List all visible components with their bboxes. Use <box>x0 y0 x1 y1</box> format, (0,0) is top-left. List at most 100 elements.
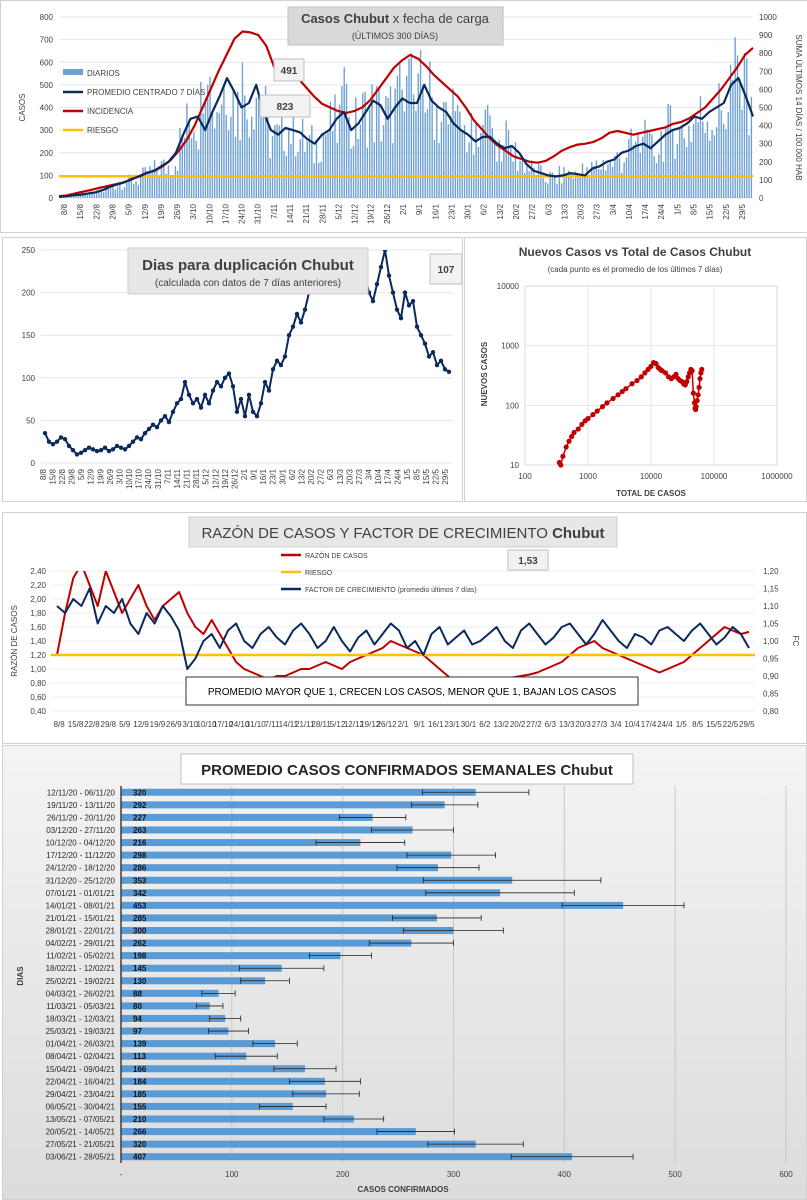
y-tick-label: 50 <box>26 416 35 425</box>
x-tick-label: 31/10 <box>154 468 163 489</box>
scatter-point <box>648 363 654 369</box>
daily-bar <box>128 174 130 198</box>
x-tick-label: 30/1 <box>464 203 473 219</box>
doubling-point <box>98 448 104 453</box>
x-tick-label: 30/1 <box>278 468 287 484</box>
x-tick-label: 22/5 <box>722 203 731 219</box>
x-tick-label: 10/10 <box>197 720 218 729</box>
x-tick-label: 26/9 <box>166 720 182 729</box>
daily-bar <box>126 182 128 198</box>
weekly-bar <box>121 813 373 821</box>
weekly-bar <box>121 1090 327 1098</box>
x-tick-label: 6/2 <box>479 720 491 729</box>
daily-bar <box>551 172 554 198</box>
daily-bar <box>706 121 709 198</box>
legend-label: INCIDENCIA <box>87 107 134 116</box>
x-tick-label: 15/8 <box>68 720 84 729</box>
x-tick-label: 17/10 <box>221 203 230 224</box>
doubling-point <box>106 448 112 454</box>
scatter-point <box>590 411 596 418</box>
doubling-point <box>386 273 392 278</box>
daily-bar <box>732 79 734 198</box>
daily-bar <box>84 192 86 198</box>
value-label: 166 <box>133 1065 147 1074</box>
doubling-point <box>226 371 232 376</box>
daily-bar <box>86 194 89 198</box>
category-label: 24/12/20 - 18/12/20 <box>46 864 116 873</box>
value-label: 320 <box>133 1140 147 1149</box>
daily-bar <box>211 113 214 198</box>
value-label: 145 <box>133 964 147 973</box>
x-tick-label: 2/1 <box>399 203 408 215</box>
doubling-point <box>254 413 260 419</box>
daily-bar <box>641 136 644 198</box>
doubling-point <box>378 264 384 270</box>
doubling-point <box>274 358 280 363</box>
doubling-point <box>418 333 424 338</box>
daily-bar <box>609 159 611 198</box>
x-tick-label: 31/10 <box>254 203 263 224</box>
daily-bar <box>528 170 530 198</box>
x-tick-label: 27/3 <box>592 720 608 729</box>
daily-bar <box>662 161 665 198</box>
value-label: 184 <box>133 1077 147 1086</box>
daily-bar <box>274 125 276 198</box>
daily-bar <box>415 110 417 198</box>
x-tick-label: 12/12 <box>211 468 220 489</box>
x-tick-label: 10/10 <box>125 468 134 489</box>
category-label: 06/05/21 - 30/04/21 <box>46 1102 116 1111</box>
doubling-point <box>178 396 184 402</box>
scatter-point <box>599 404 606 410</box>
category-label: 31/12/20 - 25/12/20 <box>46 876 116 885</box>
daily-bar <box>452 88 454 198</box>
category-label: 10/12/20 - 04/12/20 <box>46 839 116 848</box>
title-rest: x fecha de carga <box>389 11 489 26</box>
x-tick-label: 16/1 <box>428 720 444 729</box>
y2-tick-label: 1,05 <box>763 620 779 629</box>
y2-tick-label: 0,80 <box>763 707 779 716</box>
weekly-bar <box>121 952 341 960</box>
doubling-point <box>446 369 452 375</box>
y-tick-label: 1,20 <box>30 651 46 660</box>
x-tick-label: 27/3 <box>355 468 364 484</box>
doubling-point <box>82 448 88 453</box>
daily-bar <box>260 114 262 198</box>
daily-bar <box>424 112 426 198</box>
x-tick-label: 24/4 <box>393 468 402 484</box>
x-tick-label: 23/1 <box>447 203 456 219</box>
y-tick-label: 150 <box>22 331 36 340</box>
x-tick-label: 5/9 <box>125 203 134 215</box>
y-tick-label: 100 <box>506 401 520 410</box>
x-axis-label: TOTAL DE CASOS <box>616 489 686 498</box>
daily-bar <box>600 169 602 198</box>
x-tick-label: 8/5 <box>690 203 699 215</box>
category-label: 27/05/21 - 21/05/21 <box>46 1140 116 1149</box>
daily-bar <box>352 146 355 198</box>
daily-bar <box>327 132 329 198</box>
daily-bar <box>419 50 422 198</box>
x-tick-label: 10/10 <box>205 203 214 224</box>
x-tick-label: 15/8 <box>48 468 57 484</box>
weekly-bar <box>121 977 266 985</box>
doubling-point <box>374 281 380 287</box>
doubling-point <box>158 418 164 423</box>
daily-bar <box>491 128 493 198</box>
y-tick-label: 2,00 <box>30 595 46 604</box>
daily-bar <box>394 88 396 198</box>
daily-bar <box>304 151 306 198</box>
doubling-point <box>166 419 172 425</box>
daily-bar <box>209 76 211 198</box>
x-tick-label: 27/2 <box>526 720 542 729</box>
x-tick-label: 8/8 <box>54 720 66 729</box>
x-tick-label: 2/1 <box>397 720 409 729</box>
doubling-point <box>66 443 72 449</box>
value-label: 227 <box>133 813 147 822</box>
daily-bar <box>306 141 308 198</box>
doubling-point <box>50 442 56 447</box>
value-label: 266 <box>133 1128 147 1137</box>
x-tick-label: 5/12 <box>330 720 346 729</box>
x-tick-label: 26/12 <box>377 720 398 729</box>
y2-tick-label: 500 <box>759 104 773 113</box>
daily-bar <box>718 83 720 198</box>
y-tick-label: 700 <box>40 36 54 45</box>
